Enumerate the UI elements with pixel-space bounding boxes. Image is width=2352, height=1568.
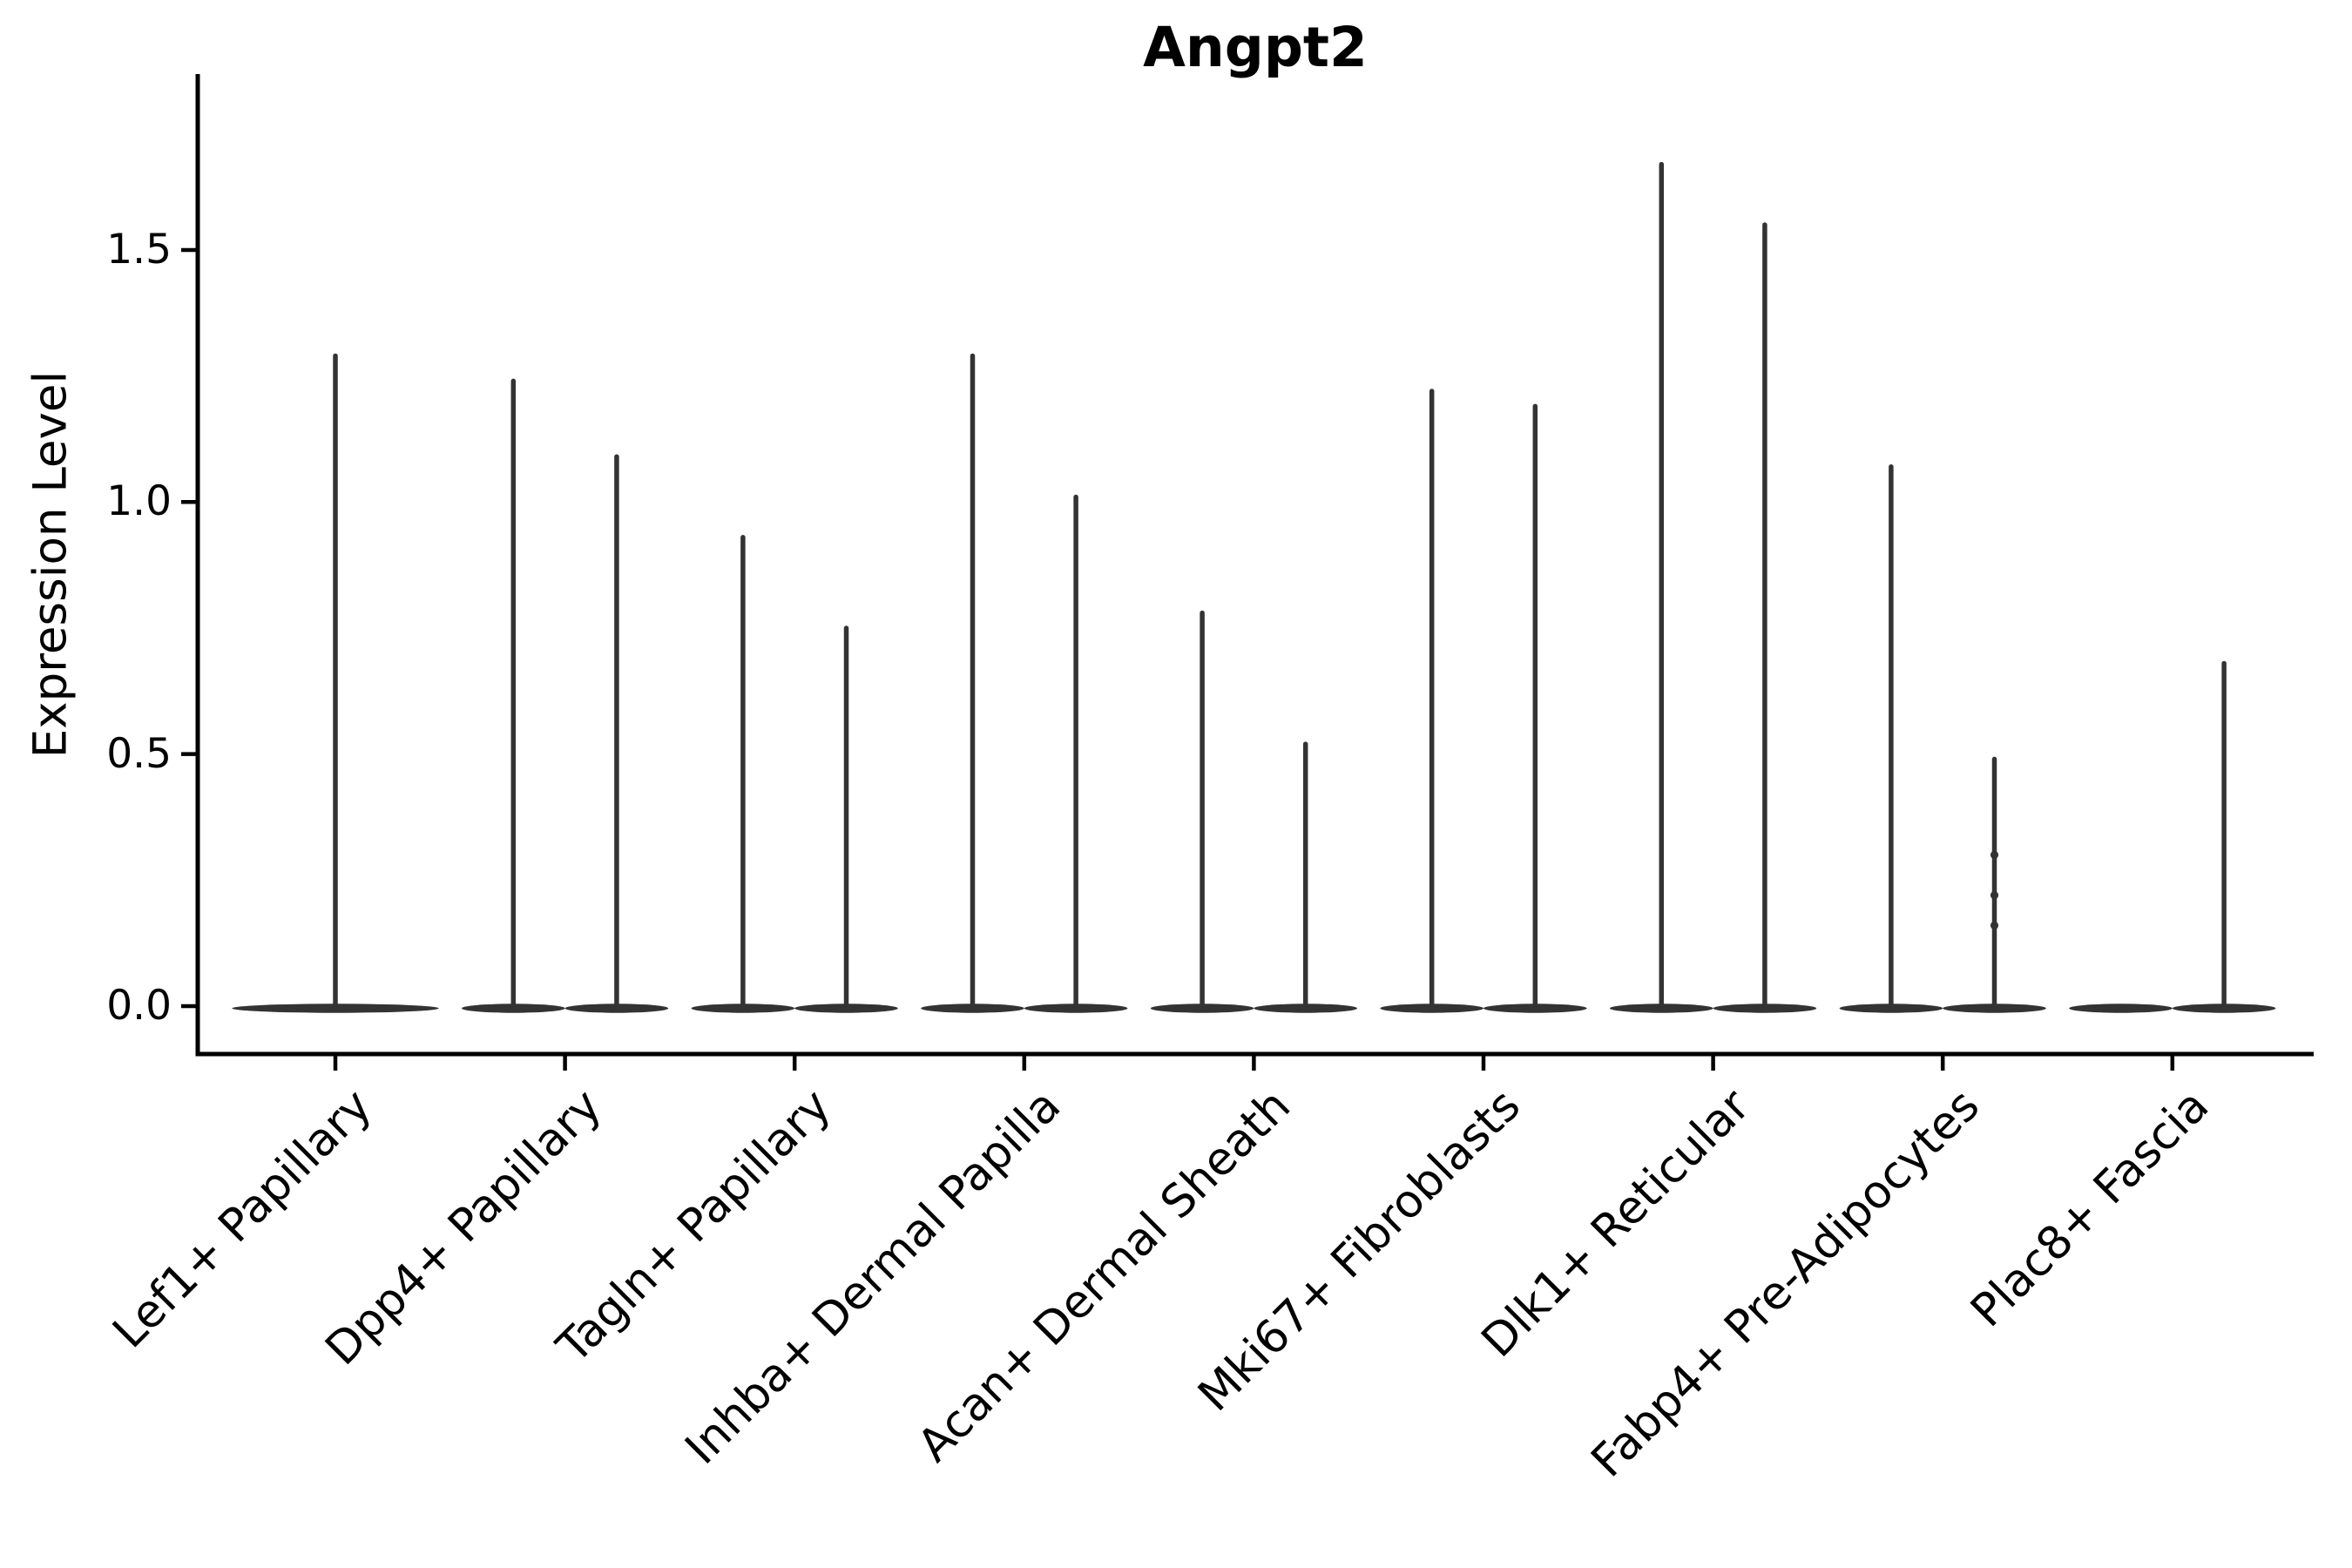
violin-base xyxy=(2172,1004,2276,1013)
violin-6-1 xyxy=(1713,222,1817,1013)
y-tick-label-0.0: 0.0 xyxy=(106,982,172,1030)
violin-3-1 xyxy=(1024,494,1128,1013)
violin-base xyxy=(1713,1004,1817,1013)
y-tick-label-1.5: 1.5 xyxy=(106,225,172,274)
violin-6-0 xyxy=(1609,161,1713,1013)
violin-base xyxy=(1150,1004,1254,1013)
violin-base xyxy=(1484,1004,1587,1013)
violin-1-1 xyxy=(564,454,669,1013)
violin-base xyxy=(691,1004,795,1013)
violin-base xyxy=(1839,1004,1943,1013)
violin-8-0 xyxy=(2069,1004,2173,1013)
y-tick-label-1.0: 1.0 xyxy=(106,477,172,526)
y-axis-label: Expression Level xyxy=(24,370,78,759)
violin-base xyxy=(794,1004,898,1013)
violin-4-1 xyxy=(1254,741,1358,1013)
violin-4-0 xyxy=(1150,610,1254,1013)
violin-2-0 xyxy=(691,535,795,1013)
chart-title: Angpt2 xyxy=(1143,16,1368,79)
violin-2-1 xyxy=(794,625,898,1013)
expression-point xyxy=(1990,850,1999,859)
violin-8-1 xyxy=(2172,660,2276,1013)
violin-0-0 xyxy=(232,353,439,1013)
violin-base xyxy=(2069,1004,2173,1013)
violin-7-1 xyxy=(1943,756,2046,1013)
violin-base xyxy=(1609,1004,1713,1013)
expression-point xyxy=(1990,921,1999,930)
violin-5-0 xyxy=(1380,389,1484,1013)
expression-point xyxy=(1990,891,1999,900)
violin-5-1 xyxy=(1484,403,1587,1013)
violin-base xyxy=(921,1004,1024,1013)
violin-1-0 xyxy=(461,378,565,1013)
violin-base xyxy=(1943,1004,2046,1013)
violin-base xyxy=(461,1004,565,1013)
y-tick-label-0.5: 0.5 xyxy=(106,729,172,778)
violin-base xyxy=(1380,1004,1484,1013)
violin-7-0 xyxy=(1839,464,1943,1013)
violin-base xyxy=(1024,1004,1128,1013)
violin-3-0 xyxy=(921,353,1024,1013)
violin-base xyxy=(564,1004,669,1013)
violin-base xyxy=(232,1004,439,1013)
violin-base xyxy=(1254,1004,1358,1013)
